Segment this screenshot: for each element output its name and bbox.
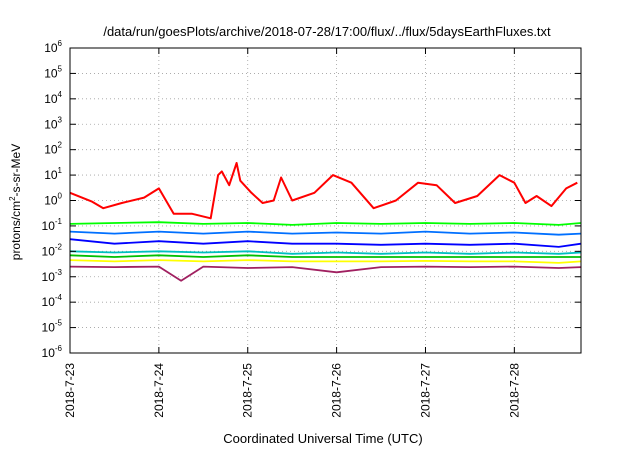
series-line — [69, 221, 582, 226]
series-line — [69, 254, 581, 258]
y-tick-label-base: 10 — [42, 295, 56, 309]
y-tick-label: 10-3 — [42, 268, 63, 284]
chart-title: /data/run/goesPlots/archive/2018-07-28/1… — [103, 24, 551, 39]
y-tick-label-exp: -1 — [55, 217, 63, 226]
y-tick-label-exp: -3 — [55, 268, 63, 277]
y-tick-label-exp: 5 — [58, 64, 63, 73]
y-tick-label-exp: -5 — [55, 319, 63, 328]
series-lines — [69, 162, 582, 282]
series-line — [69, 230, 582, 236]
x-tick-label: 2018-7-24 — [152, 363, 166, 418]
y-tick-label-base: 10 — [42, 270, 56, 284]
y-tick-label-base: 10 — [44, 143, 58, 157]
y-tick-label-base: 10 — [44, 92, 58, 106]
y-tick-label-base: 10 — [42, 244, 56, 258]
y-axis-label-rest: -s-sr-MeV — [9, 144, 23, 197]
x-tick-label: 2018-7-23 — [63, 363, 77, 418]
x-tick-label: 2018-7-27 — [418, 363, 432, 418]
y-tick-label: 10-1 — [42, 217, 63, 233]
y-tick-label-exp: -4 — [55, 293, 63, 302]
series-line — [69, 250, 582, 255]
y-tick-label: 105 — [44, 64, 62, 80]
y-tick-label-exp: 4 — [58, 90, 63, 99]
series-line — [69, 162, 578, 220]
series-line — [69, 265, 582, 282]
y-axis-label-sup: 2 — [8, 196, 17, 201]
y-tick-label: 100 — [44, 192, 62, 208]
y-tick-label: 10-4 — [42, 293, 63, 309]
y-axis-label-base: protons/cm — [9, 201, 23, 260]
y-tick-label-base: 10 — [44, 41, 58, 55]
y-tick-label-exp: 1 — [58, 166, 63, 175]
y-tick-label-exp: 0 — [58, 192, 63, 201]
y-tick-label-base: 10 — [44, 117, 58, 131]
x-tick-label: 2018-7-28 — [507, 363, 521, 418]
x-axis-label: Coordinated Universal Time (UTC) — [223, 431, 422, 446]
y-tick-label: 106 — [44, 39, 62, 55]
y-tick-label: 10-5 — [42, 319, 63, 335]
y-tick-label-exp: -6 — [55, 344, 63, 353]
series-line — [69, 238, 582, 248]
y-tick-label-base: 10 — [44, 194, 58, 208]
y-tick-label: 103 — [44, 115, 62, 131]
y-tick-label-exp: 3 — [58, 115, 63, 124]
axis-ticks: 10-610-510-410-310-210-11001011021031041… — [42, 39, 581, 418]
y-tick-label-exp: 2 — [58, 141, 63, 150]
y-tick-label-base: 10 — [42, 321, 56, 335]
y-tick-label-base: 10 — [42, 346, 56, 360]
y-tick-label-exp: 6 — [58, 39, 63, 48]
y-tick-label-exp: -2 — [55, 242, 63, 251]
y-tick-label-base: 10 — [44, 66, 58, 80]
y-tick-label: 104 — [44, 90, 62, 106]
series-line — [69, 259, 582, 264]
y-tick-label: 101 — [44, 166, 62, 182]
y-tick-label: 10-6 — [42, 344, 63, 360]
y-tick-label-base: 10 — [42, 219, 56, 233]
y-tick-label: 10-2 — [42, 242, 63, 258]
grid — [70, 48, 581, 353]
y-tick-label: 102 — [44, 141, 62, 157]
x-tick-label: 2018-7-25 — [241, 363, 255, 418]
y-axis-label: protons/cm2-s-sr-MeV — [8, 144, 23, 260]
x-tick-label: 2018-7-26 — [330, 363, 344, 418]
y-tick-label-base: 10 — [44, 168, 58, 182]
